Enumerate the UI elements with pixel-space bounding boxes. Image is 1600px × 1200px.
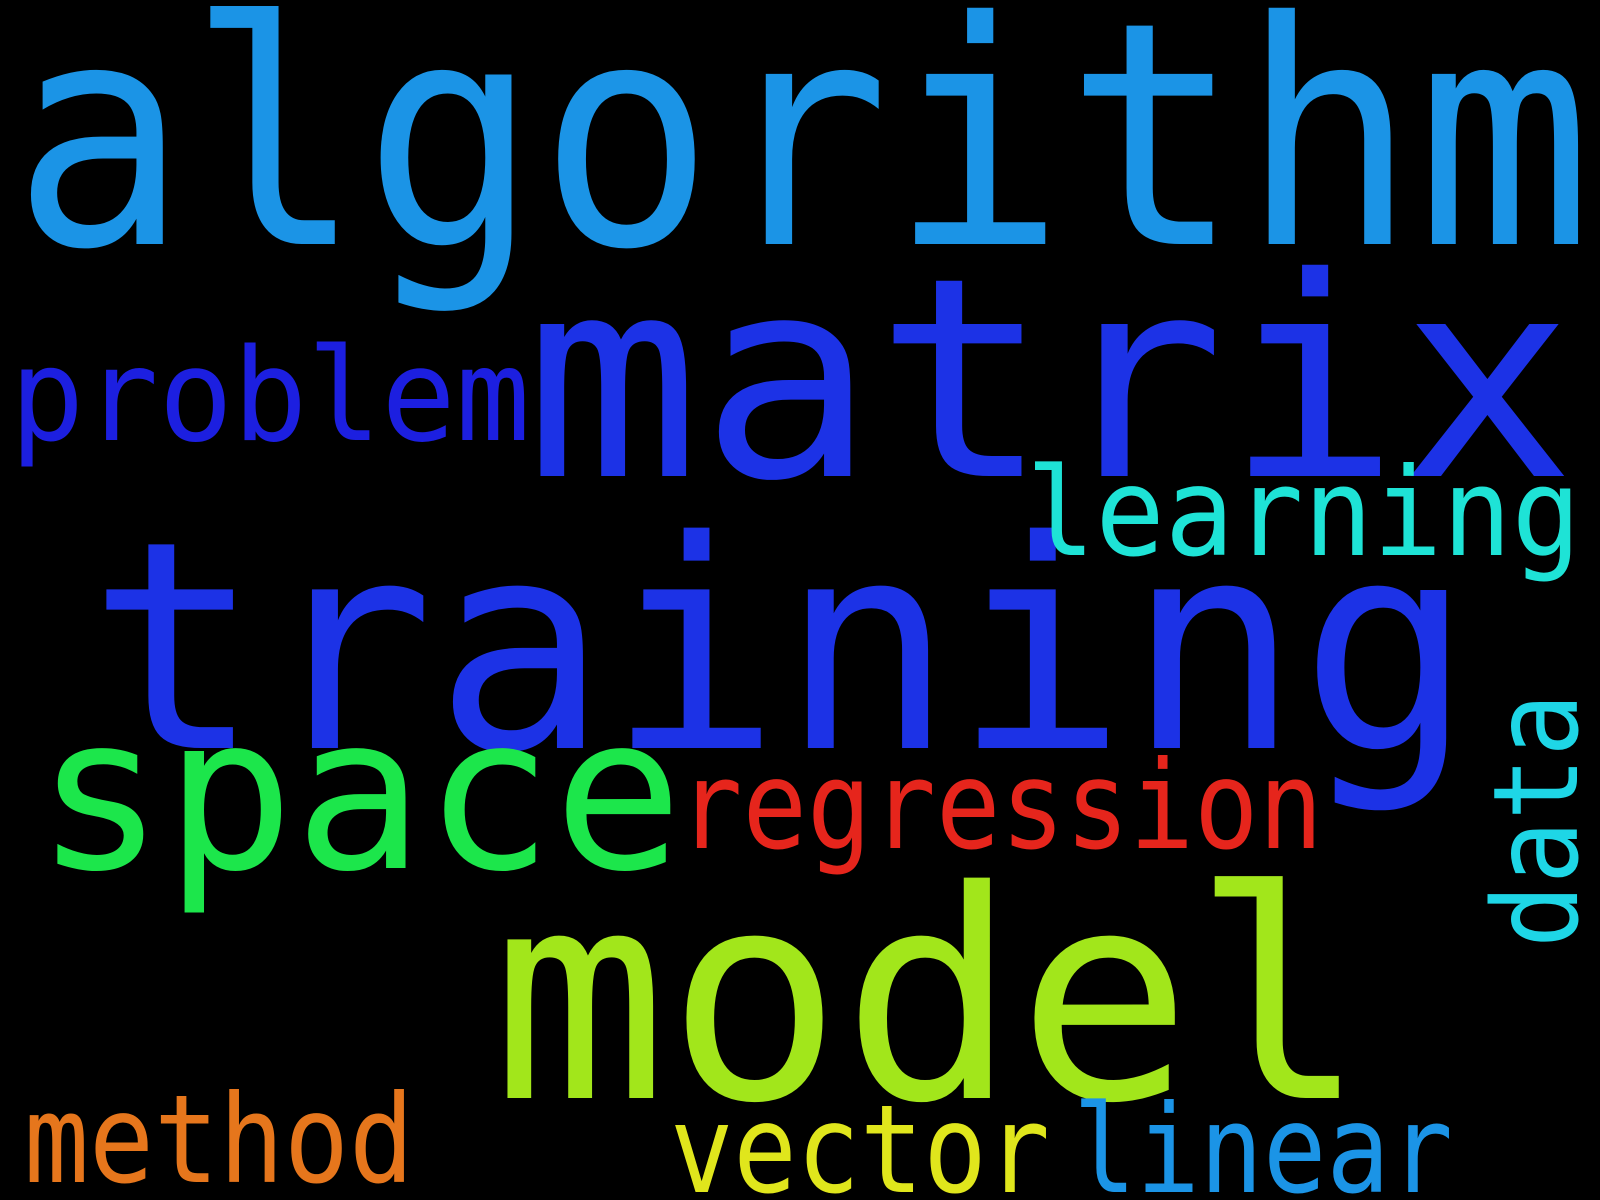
word-training: training — [88, 480, 1473, 817]
word-regression: regression — [678, 735, 1323, 877]
word-method: method — [24, 1069, 414, 1200]
word-problem: problem — [10, 322, 530, 471]
word-linear: linear — [1073, 1079, 1453, 1200]
word-space: space — [35, 670, 683, 919]
word-vector: vector — [670, 1079, 1050, 1200]
word-learning: learning — [1026, 442, 1581, 584]
word-algorithm: algorithm — [12, 0, 1592, 318]
word-matrix: matrix — [525, 218, 1575, 542]
word-model: model — [492, 830, 1367, 1167]
word-data: data — [1467, 693, 1600, 948]
